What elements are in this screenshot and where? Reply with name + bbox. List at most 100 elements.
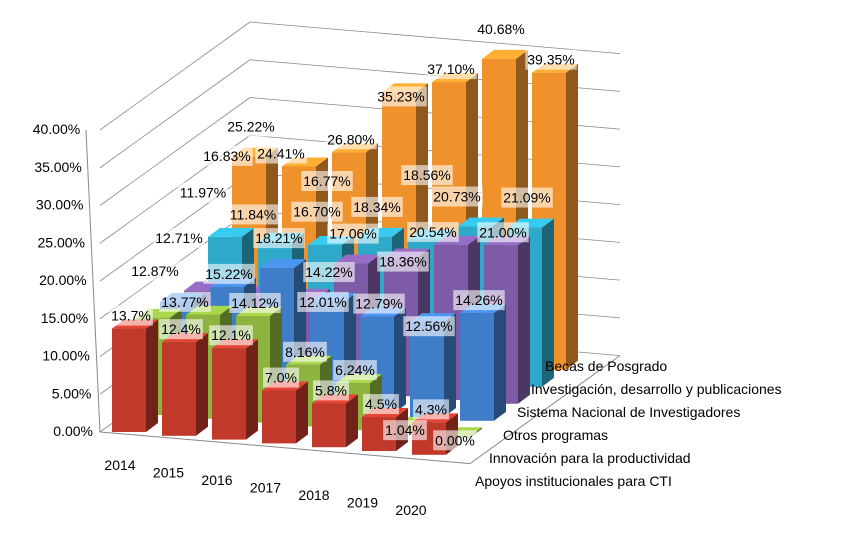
data-label: 12.01%: [299, 294, 346, 310]
bar-side: [518, 236, 530, 404]
data-label: 13.7%: [111, 308, 151, 324]
data-label: 26.80%: [327, 131, 374, 147]
bar-side: [346, 394, 358, 448]
data-label-bg: [325, 129, 377, 150]
data-label-bg: [303, 262, 355, 283]
data-label: 14.12%: [231, 295, 278, 311]
data-label-bg: [383, 420, 427, 441]
bar-front: [460, 313, 494, 421]
data-label: 18.56%: [403, 167, 450, 183]
data-label: 11.97%: [180, 185, 226, 201]
data-label-bg: [153, 228, 205, 249]
data-label: 16.83%: [203, 148, 250, 164]
data-label: 8.16%: [285, 344, 325, 360]
data-label-bg: [129, 260, 181, 281]
data-label-bg: [263, 367, 299, 388]
data-label: 4.5%: [365, 396, 397, 412]
data-label: 12.56%: [405, 318, 452, 334]
y-tick-label: 0.00%: [53, 423, 93, 439]
data-label: 37.10%: [427, 61, 474, 77]
data-label: 18.21%: [255, 230, 302, 246]
y-tick-label: 30.00%: [36, 197, 83, 213]
data-label: 16.70%: [293, 204, 340, 220]
bar-top: [208, 227, 254, 237]
data-label-bg: [253, 228, 305, 249]
data-label: 18.34%: [353, 199, 400, 215]
y-tick-label: 35.00%: [34, 159, 81, 175]
data-label-bg: [453, 290, 505, 311]
data-label: 18.36%: [379, 254, 426, 270]
data-label: 15.22%: [205, 266, 252, 282]
series-label: Otros programas: [503, 427, 608, 443]
data-label: 21.09%: [503, 190, 550, 206]
bar-side: [246, 339, 258, 440]
gridline-left: [99, 97, 251, 206]
gridline-left: [99, 21, 251, 131]
data-label: 24.41%: [257, 146, 304, 162]
data-label: 12.71%: [155, 230, 202, 246]
gridline-left: [99, 59, 251, 169]
data-label: 7.0%: [265, 370, 297, 386]
bar-side: [494, 304, 506, 421]
data-label-bg: [401, 165, 453, 186]
bar-top: [334, 254, 380, 264]
data-label: 12.79%: [355, 296, 402, 312]
data-label-bg: [407, 221, 459, 242]
bar-front: [262, 390, 296, 444]
data-label: 20.73%: [433, 188, 480, 204]
series-label: Innovación para la productividad: [489, 450, 691, 466]
y-tick-label: 25.00%: [38, 234, 85, 250]
data-label-bg: [351, 196, 403, 217]
data-label-bg: [353, 293, 405, 314]
data-label-bg: [313, 380, 349, 401]
x-tick-label: 2014: [104, 457, 135, 473]
data-label-bg: [433, 430, 477, 451]
data-label: 5.8%: [315, 382, 347, 398]
data-label-bg: [159, 291, 211, 312]
series-label: Apoyos institucionales para CTI: [475, 473, 672, 489]
data-label-bg: [375, 86, 427, 107]
data-label-bg: [177, 182, 229, 203]
data-label: 21.00%: [479, 224, 526, 240]
depth-axis: [469, 355, 621, 465]
data-label: 14.22%: [305, 264, 352, 280]
data-label: 35.23%: [377, 88, 424, 104]
data-label-bg: [333, 360, 377, 381]
y-tick-label: 40.00%: [33, 121, 80, 137]
data-label: 6.24%: [335, 362, 375, 378]
data-label-bg: [475, 18, 527, 39]
bar-apoyos-institucionales-para-cti2014: [112, 319, 158, 432]
data-label: 14.26%: [455, 292, 502, 308]
data-label-bg: [229, 292, 281, 313]
x-tick-label: 2018: [298, 487, 329, 503]
x-tick-label: 2019: [347, 495, 378, 511]
x-tick-label: 2017: [250, 480, 281, 496]
data-label-bg: [403, 316, 455, 337]
bar-side: [566, 63, 578, 370]
x-tick-label: 2015: [153, 465, 184, 481]
y-tick-label: 15.00%: [41, 310, 88, 326]
data-label: 16.77%: [303, 173, 350, 189]
data-label: 25.22%: [227, 119, 274, 135]
series-label: Becas de Posgrado: [545, 358, 667, 374]
data-label: 0.00%: [435, 432, 475, 448]
data-label-bg: [109, 305, 153, 326]
data-label-bg: [377, 251, 429, 272]
data-label-bg: [225, 116, 277, 137]
y-tick-label: 10.00%: [42, 348, 89, 364]
series-label: Sistema Nacional de Investigadores: [517, 404, 740, 420]
series-label: Investigación, desarrollo y publicacione…: [531, 381, 782, 397]
data-label-bg: [327, 223, 379, 244]
y-tick-label: 20.00%: [39, 272, 86, 288]
data-label: 13.77%: [161, 294, 208, 310]
data-label: 20.54%: [409, 224, 456, 240]
data-label: 17.06%: [329, 226, 376, 242]
bar-front: [312, 403, 346, 448]
bar-side: [394, 307, 406, 414]
x-axis: [99, 431, 471, 465]
data-label-bg: [425, 59, 477, 80]
bar-apoyos-institucionales-para-cti2018: [312, 394, 358, 448]
x-tick-label: 2016: [201, 472, 232, 488]
bar-side: [542, 218, 554, 387]
